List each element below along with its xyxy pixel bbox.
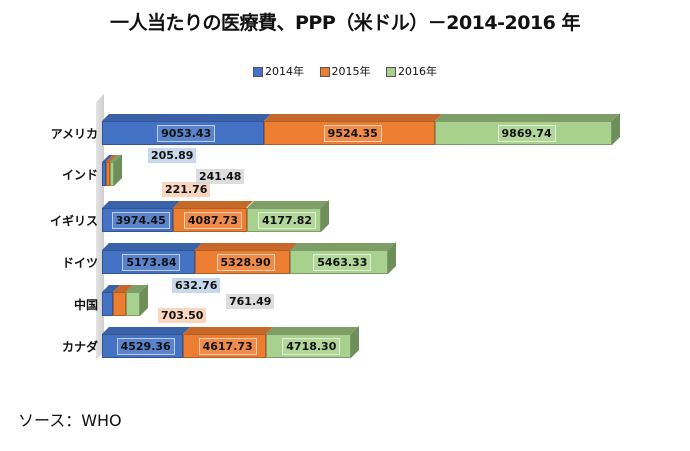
- legend-item-2015: 2015年: [319, 63, 371, 79]
- bar-top-canada-2014: [102, 327, 191, 334]
- bar-top-canada-2016: [265, 327, 358, 334]
- data-label-germany-2014: 5173.84: [122, 254, 181, 271]
- bar-top-uk-2014: [102, 201, 181, 208]
- data-label-canada-2015: 4617.73: [198, 338, 257, 355]
- bar-india-2015: [105, 162, 110, 186]
- chart-title: 一人当たりの医療費、PPP（米ドル）－2014-2016 年: [109, 12, 581, 34]
- data-label-germany-2015: 5328.90: [216, 254, 275, 271]
- bar-side-germany: [388, 242, 397, 274]
- data-label-usa-2016: 9869.74: [497, 125, 556, 142]
- bar-top-canada-2015: [183, 327, 273, 334]
- bar-top-usa-2014: [102, 114, 272, 121]
- data-label-china-2016: 761.49: [226, 294, 275, 309]
- data-label-usa-2014: 9053.43: [157, 125, 216, 142]
- data-label-india-2014: 205.89: [148, 148, 197, 163]
- bar-top-germany-2014: [102, 243, 202, 250]
- bar-top-usa-2015: [264, 114, 443, 121]
- data-label-uk-2014: 3974.45: [111, 212, 170, 229]
- bar-top-usa-2016: [435, 114, 619, 121]
- bar-china-2014: [102, 292, 114, 316]
- data-label-usa-2015: 9524.35: [323, 125, 382, 142]
- bar-india-2014: [102, 162, 106, 186]
- category-label-germany: ドイツ: [61, 256, 98, 270]
- bar-china-2015: [113, 292, 126, 316]
- data-label-uk-2015: 4087.73: [183, 212, 242, 229]
- category-label-china: 中国: [73, 298, 98, 312]
- bar-top-germany-2016: [290, 243, 396, 250]
- category-label-usa: アメリカ: [50, 127, 98, 141]
- data-label-uk-2016: 4177.82: [257, 212, 317, 229]
- data-label-canada-2014: 4529.36: [116, 338, 175, 355]
- bar-side-uk: [321, 200, 330, 232]
- legend: 2014年 2015年 2016年: [0, 63, 690, 79]
- bar-china-2016: [125, 292, 140, 316]
- legend-item-2014: 2014年: [253, 63, 304, 79]
- legend-swatch-2014: [253, 67, 263, 77]
- bar-top-uk-2016: [246, 201, 329, 208]
- category-label-india: インド: [61, 168, 98, 182]
- bar-top-germany-2015: [194, 243, 298, 250]
- data-label-china-2015: 703.50: [158, 308, 207, 323]
- data-label-canada-2016: 4718.30: [282, 338, 341, 355]
- bar-india-2016: [109, 162, 114, 186]
- data-label-india-2015: 221.76: [162, 182, 211, 197]
- category-label-canada: カナダ: [61, 340, 98, 354]
- data-label-germany-2016: 5463.33: [313, 254, 372, 271]
- source-note: ソース：WHO: [18, 411, 122, 430]
- bar-top-uk-2015: [173, 201, 254, 208]
- legend-item-2016: 2016年: [386, 63, 437, 79]
- category-label-uk: イギリス: [49, 214, 98, 228]
- legend-swatch-2016: [386, 67, 396, 77]
- data-label-india-2016: 241.48: [196, 169, 245, 184]
- legend-swatch-2015: [319, 67, 330, 77]
- data-label-china-2014: 632.76: [172, 278, 221, 293]
